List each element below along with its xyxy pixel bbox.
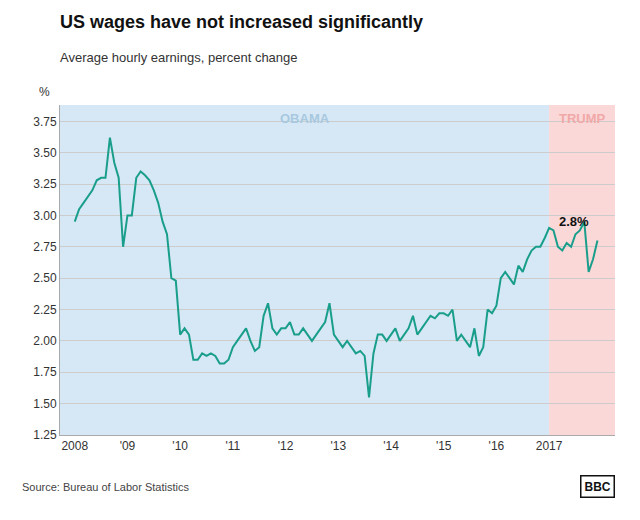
svg-text:'16: '16 <box>489 439 505 453</box>
svg-text:2.50: 2.50 <box>33 271 57 285</box>
svg-text:'14: '14 <box>383 439 399 453</box>
svg-text:Average hourly earnings, perce: Average hourly earnings, percent change <box>60 50 298 65</box>
svg-text:2017: 2017 <box>536 439 563 453</box>
svg-text:1.75: 1.75 <box>33 365 57 379</box>
svg-text:3.00: 3.00 <box>33 209 57 223</box>
svg-text:'12: '12 <box>278 439 294 453</box>
svg-text:3.25: 3.25 <box>33 177 57 191</box>
svg-text:%: % <box>39 85 50 99</box>
svg-text:2.8%: 2.8% <box>559 214 589 229</box>
svg-text:'09: '09 <box>120 439 136 453</box>
svg-text:TRUMP: TRUMP <box>559 111 606 126</box>
svg-text:3.50: 3.50 <box>33 146 57 160</box>
svg-text:'13: '13 <box>330 439 346 453</box>
svg-text:2.75: 2.75 <box>33 240 57 254</box>
svg-text:'15: '15 <box>436 439 452 453</box>
svg-text:1.25: 1.25 <box>33 428 57 442</box>
svg-text:2008: 2008 <box>61 439 88 453</box>
svg-text:3.75: 3.75 <box>33 115 57 129</box>
svg-text:'11: '11 <box>226 439 241 453</box>
svg-text:1.50: 1.50 <box>33 397 57 411</box>
svg-text:BBC: BBC <box>585 480 611 494</box>
svg-text:2.00: 2.00 <box>33 334 57 348</box>
svg-text:2.25: 2.25 <box>33 303 57 317</box>
svg-text:'10: '10 <box>172 439 188 453</box>
svg-text:OBAMA: OBAMA <box>280 111 330 126</box>
svg-text:Source: Bureau of Labor Statis: Source: Bureau of Labor Statistics <box>22 481 189 493</box>
svg-text:US wages have not increased si: US wages have not increased significantl… <box>60 12 423 32</box>
